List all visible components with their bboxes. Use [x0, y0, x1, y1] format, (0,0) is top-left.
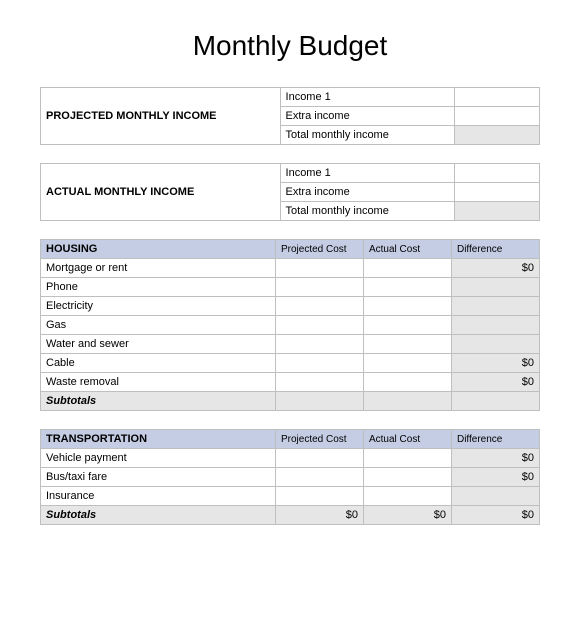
difference-cell: [451, 297, 539, 316]
actual-cost-cell[interactable]: [363, 468, 451, 487]
page-title: Monthly Budget: [40, 30, 540, 62]
table-row: Waste removal $0: [41, 373, 540, 392]
column-header: Actual Cost: [363, 240, 451, 259]
projected-cost-cell[interactable]: [276, 354, 364, 373]
actual-cost-cell[interactable]: [363, 373, 451, 392]
income-row-label: Total monthly income: [280, 126, 455, 145]
item-label: Vehicle payment: [41, 449, 276, 468]
table-row: Bus/taxi fare $0: [41, 468, 540, 487]
column-header: Difference: [451, 430, 539, 449]
subtotal-actual: $0: [363, 506, 451, 525]
difference-cell: [451, 278, 539, 297]
income-row-value[interactable]: [455, 107, 540, 126]
item-label: Bus/taxi fare: [41, 468, 276, 487]
item-label: Electricity: [41, 297, 276, 316]
projected-cost-cell[interactable]: [276, 468, 364, 487]
subtotal-diff: $0: [451, 506, 539, 525]
item-label: Phone: [41, 278, 276, 297]
actual-cost-cell[interactable]: [363, 335, 451, 354]
income-row-label: Extra income: [280, 107, 455, 126]
actual-cost-cell[interactable]: [363, 449, 451, 468]
category-header-row: HOUSING Projected Cost Actual Cost Diffe…: [41, 240, 540, 259]
table-row: Water and sewer: [41, 335, 540, 354]
table-row: Gas: [41, 316, 540, 335]
projected-income-table: PROJECTED MONTHLY INCOME Income 1 Extra …: [40, 87, 540, 145]
income-row-value[interactable]: [455, 164, 540, 183]
category-header-row: TRANSPORTATION Projected Cost Actual Cos…: [41, 430, 540, 449]
category-title: HOUSING: [41, 240, 276, 259]
table-row: Mortgage or rent $0: [41, 259, 540, 278]
table-row: Insurance: [41, 487, 540, 506]
difference-cell: $0: [451, 468, 539, 487]
subtotal-row: Subtotals $0 $0 $0: [41, 506, 540, 525]
subtotal-proj: [276, 392, 364, 411]
projected-cost-cell[interactable]: [276, 259, 364, 278]
difference-cell: $0: [451, 354, 539, 373]
projected-cost-cell[interactable]: [276, 316, 364, 335]
housing-table: HOUSING Projected Cost Actual Cost Diffe…: [40, 239, 540, 411]
column-header: Projected Cost: [276, 240, 364, 259]
income-row-label: Income 1: [280, 88, 455, 107]
actual-cost-cell[interactable]: [363, 297, 451, 316]
item-label: Water and sewer: [41, 335, 276, 354]
table-row: Vehicle payment $0: [41, 449, 540, 468]
item-label: Insurance: [41, 487, 276, 506]
actual-income-table: ACTUAL MONTHLY INCOME Income 1 Extra inc…: [40, 163, 540, 221]
actual-income-label: ACTUAL MONTHLY INCOME: [41, 164, 281, 221]
income-row-label: Income 1: [280, 164, 455, 183]
transportation-table: TRANSPORTATION Projected Cost Actual Cos…: [40, 429, 540, 525]
projected-cost-cell[interactable]: [276, 278, 364, 297]
subtotal-row: Subtotals: [41, 392, 540, 411]
subtotal-label: Subtotals: [41, 506, 276, 525]
item-label: Waste removal: [41, 373, 276, 392]
actual-cost-cell[interactable]: [363, 354, 451, 373]
item-label: Cable: [41, 354, 276, 373]
income-total-value: [455, 202, 540, 221]
difference-cell: $0: [451, 449, 539, 468]
projected-cost-cell[interactable]: [276, 449, 364, 468]
difference-cell: $0: [451, 373, 539, 392]
item-label: Gas: [41, 316, 276, 335]
subtotal-label: Subtotals: [41, 392, 276, 411]
actual-cost-cell[interactable]: [363, 487, 451, 506]
subtotal-actual: [363, 392, 451, 411]
projected-cost-cell[interactable]: [276, 487, 364, 506]
difference-cell: [451, 487, 539, 506]
difference-cell: [451, 316, 539, 335]
table-row: Cable $0: [41, 354, 540, 373]
item-label: Mortgage or rent: [41, 259, 276, 278]
income-row-value[interactable]: [455, 88, 540, 107]
income-total-value: [455, 126, 540, 145]
column-header: Difference: [451, 240, 539, 259]
income-row-value[interactable]: [455, 183, 540, 202]
projected-income-label: PROJECTED MONTHLY INCOME: [41, 88, 281, 145]
subtotal-proj: $0: [276, 506, 364, 525]
column-header: Projected Cost: [276, 430, 364, 449]
category-title: TRANSPORTATION: [41, 430, 276, 449]
actual-cost-cell[interactable]: [363, 259, 451, 278]
table-row: Electricity: [41, 297, 540, 316]
projected-cost-cell[interactable]: [276, 335, 364, 354]
subtotal-diff: [451, 392, 539, 411]
actual-cost-cell[interactable]: [363, 316, 451, 335]
difference-cell: $0: [451, 259, 539, 278]
projected-cost-cell[interactable]: [276, 373, 364, 392]
actual-cost-cell[interactable]: [363, 278, 451, 297]
projected-cost-cell[interactable]: [276, 297, 364, 316]
income-row-label: Extra income: [280, 183, 455, 202]
column-header: Actual Cost: [363, 430, 451, 449]
table-row: Phone: [41, 278, 540, 297]
income-row-label: Total monthly income: [280, 202, 455, 221]
difference-cell: [451, 335, 539, 354]
